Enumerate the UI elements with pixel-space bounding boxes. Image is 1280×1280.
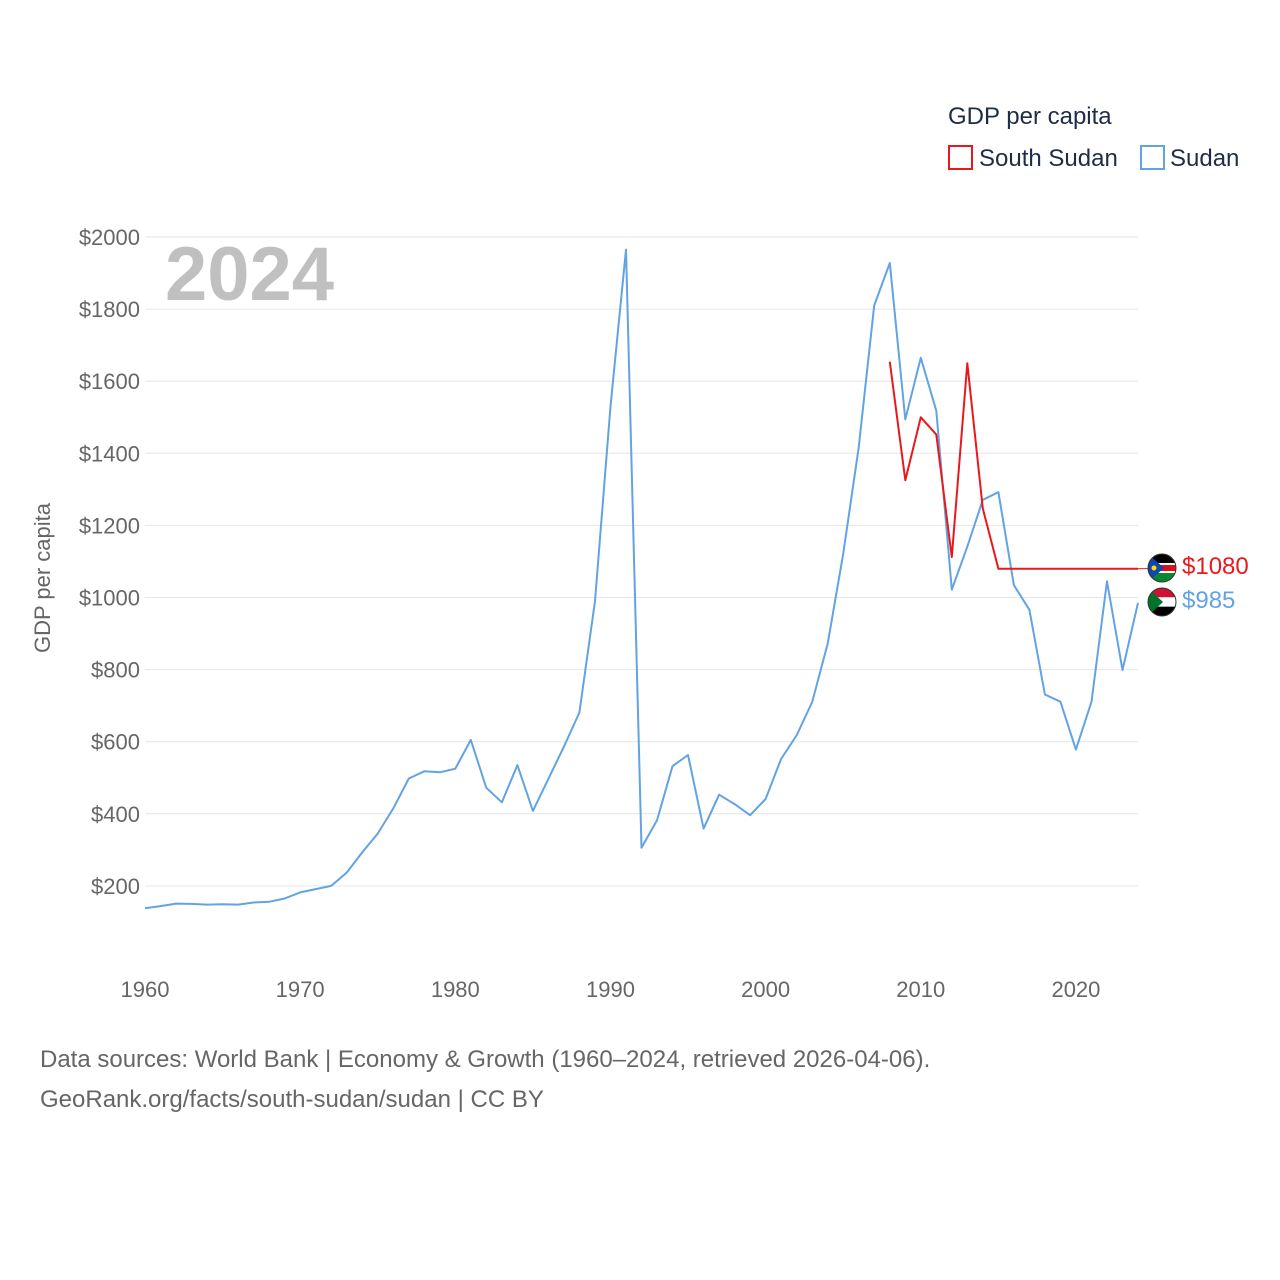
legend: GDP per capita South Sudan Sudan <box>948 103 1239 172</box>
end-markers: $1080 $985 <box>1147 553 1249 617</box>
legend-swatch-sudan <box>1140 145 1165 170</box>
attribution-text: GeoRank.org/facts/south-sudan/sudan | CC… <box>40 1086 544 1113</box>
year-label: 2024 <box>165 232 334 317</box>
sudan-flag-icon <box>1147 587 1177 617</box>
legend-label-sudan: Sudan <box>1170 145 1239 172</box>
x-tick-label: 1980 <box>431 977 480 1002</box>
y-axis-label: GDP per capita <box>30 502 55 653</box>
x-axis-ticks: 1960 1970 1980 1990 2000 2010 2020 <box>121 977 1101 1002</box>
series-line-sudan <box>144 248 1139 910</box>
y-tick-label: $1800 <box>79 297 140 322</box>
sudan-end-value: $985 <box>1182 587 1235 614</box>
x-tick-label: 2020 <box>1051 977 1100 1002</box>
x-tick-label: 1990 <box>586 977 635 1002</box>
legend-label-south-sudan: South Sudan <box>979 145 1118 172</box>
legend-swatch-south-sudan <box>948 145 973 170</box>
south-sudan-end-value: $1080 <box>1182 553 1249 580</box>
x-tick-label: 2000 <box>741 977 790 1002</box>
series-line-south-sudan <box>888 361 1138 570</box>
y-tick-label: $800 <box>91 658 140 683</box>
x-tick-label: 2010 <box>896 977 945 1002</box>
y-tick-label: $600 <box>91 730 140 755</box>
y-tick-label: $1600 <box>79 369 140 394</box>
data-sources-text: Data sources: World Bank | Economy & Gro… <box>40 1046 931 1073</box>
legend-title: GDP per capita <box>948 103 1112 130</box>
y-tick-label: $200 <box>91 874 140 899</box>
series-layer <box>144 248 1150 910</box>
y-tick-label: $2000 <box>79 225 140 250</box>
y-tick-label: $1000 <box>79 586 140 611</box>
x-tick-label: 1960 <box>121 977 170 1002</box>
south-sudan-flag-icon <box>1147 553 1177 583</box>
y-axis-ticks: $200 $400 $600 $800 $1000 $1200 $1400 $1600 $180… <box>79 225 140 899</box>
grid-lines <box>145 236 1138 887</box>
y-tick-label: $1200 <box>79 513 140 538</box>
y-tick-label: $400 <box>91 802 140 827</box>
y-tick-label: $1400 <box>79 441 140 466</box>
footer: Data sources: World Bank | Economy & Gro… <box>40 1040 930 1120</box>
x-tick-label: 1970 <box>276 977 325 1002</box>
